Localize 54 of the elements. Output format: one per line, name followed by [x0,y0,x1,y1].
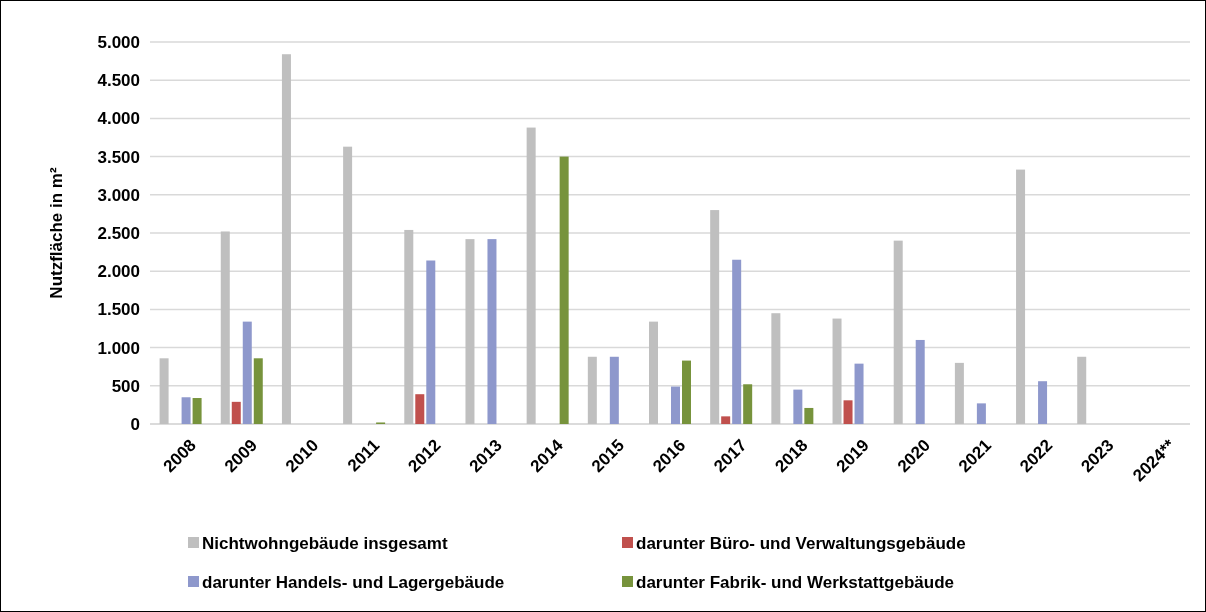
bar [559,156,569,424]
bar [793,389,803,424]
bar [710,210,720,424]
y-axis-title: Nutzfläche in m² [47,167,66,299]
bar [609,356,619,424]
bar [854,363,864,424]
bar [487,239,497,424]
bar [671,386,680,424]
bar [915,339,925,424]
bar [587,356,597,424]
bar [343,146,353,424]
bar [281,54,291,424]
bar [192,398,202,424]
bar [404,229,414,424]
y-tick-label: 2.000 [97,262,140,282]
y-tick-label: 3.000 [97,185,140,205]
bar [732,259,742,424]
bar [181,397,191,424]
bar [1038,381,1048,424]
bar [242,321,252,424]
legend-label: darunter Fabrik- und Werkstattgebäude [636,572,955,592]
bar [465,239,475,424]
y-tick-label: 3.500 [97,147,140,167]
bar [954,362,964,424]
bar [526,127,536,424]
bar [743,384,753,424]
bar [721,416,731,424]
y-tick-label: 2.500 [97,223,140,243]
y-tick-label: 0 [130,414,140,434]
bar [253,358,263,424]
bar [893,240,903,424]
bar [1077,356,1087,424]
bar [649,321,658,424]
bar [426,260,436,424]
bar [1016,169,1026,424]
bar [843,400,853,424]
y-tick-label: 4.500 [97,71,140,91]
legend-label: darunter Handels- und Lagergebäude [202,572,505,592]
bar [771,313,781,424]
bar [804,407,814,424]
y-tick-label: 500 [111,376,140,396]
bar [159,358,169,424]
bar [220,231,230,424]
bar [682,360,691,424]
legend-label: darunter Büro- und Verwaltungsgebäude [636,533,966,553]
bar [832,318,842,424]
y-tick-label: 1.500 [97,300,140,320]
y-tick-label: 4.000 [97,109,140,129]
legend-label: Nichtwohngebäude insgesamt [202,533,448,553]
bar [976,403,986,424]
y-tick-label: 5.000 [97,32,140,52]
y-tick-label: 1.000 [97,338,140,358]
bar [415,394,425,424]
bar [231,401,241,424]
